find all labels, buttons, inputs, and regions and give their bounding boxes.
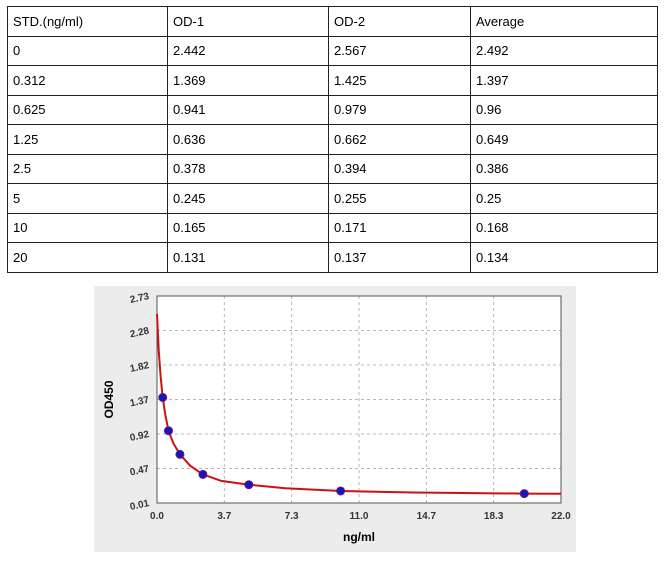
table-row: 5 0.245 0.255 0.25	[7, 183, 658, 214]
table-row: 0.625 0.941 0.979 0.96	[7, 94, 658, 125]
cell-average: 0.168	[470, 212, 658, 243]
cell-od-2: 1.425	[328, 65, 471, 96]
x-axis-label: ng/ml	[343, 530, 375, 544]
table-row: 0 2.442 2.567 2.492	[7, 35, 658, 66]
fitted-curve	[156, 314, 562, 495]
cell-od-2: 0.171	[328, 212, 471, 243]
cell-std-conc: 0	[7, 35, 168, 66]
table-row: 0.312 1.369 1.425 1.397	[7, 65, 658, 96]
cell-std-conc: 5	[7, 183, 168, 214]
y-tick-label: 2.73	[129, 291, 151, 306]
cell-od-1: 0.941	[167, 94, 329, 125]
table-row: 2.5 0.378 0.394 0.386	[7, 153, 658, 184]
cell-od-1: 1.369	[167, 65, 329, 96]
standard-curve-table: STD.(ng/ml) OD-1 OD-2 Average 0 2.442 2.567 2.4…	[7, 6, 658, 273]
data-point	[519, 489, 529, 499]
data-point	[158, 392, 168, 402]
cell-od-1: 0.378	[167, 153, 329, 184]
cell-std-conc: 20	[7, 242, 168, 273]
header-std-conc: STD.(ng/ml)	[7, 6, 168, 37]
chart-panel: 0.0 3.7 7.3 11.0 14.7 18.3 22.0 0.01 0.47 0.92 1.3…	[94, 286, 576, 552]
header-average: Average	[470, 6, 658, 37]
x-tick-label: 0.0	[150, 511, 164, 522]
table-row: 1.25 0.636 0.662 0.649	[7, 124, 658, 155]
y-axis-label: OD450	[102, 380, 116, 418]
x-tick-label: 7.3	[285, 511, 299, 522]
x-tick-label: 18.3	[484, 511, 504, 522]
x-tick-label: 14.7	[417, 511, 437, 522]
cell-average: 0.25	[470, 183, 658, 214]
y-tick-label: 1.37	[129, 395, 151, 410]
cell-std-conc: 2.5	[7, 153, 168, 184]
cell-average: 0.649	[470, 124, 658, 155]
data-point	[163, 426, 173, 436]
y-tick-label: 0.92	[129, 429, 151, 444]
cell-average: 0.96	[470, 94, 658, 125]
y-tick-label: 2.28	[129, 326, 151, 341]
y-tick-label: 0.47	[129, 464, 151, 479]
table-row: 10 0.165 0.171 0.168	[7, 212, 658, 243]
cell-od-2: 0.979	[328, 94, 471, 125]
cell-od-1: 0.165	[167, 212, 329, 243]
cell-od-2: 0.662	[328, 124, 471, 155]
cell-od-2: 0.394	[328, 153, 471, 184]
data-point	[244, 480, 254, 490]
cell-od-1: 0.131	[167, 242, 329, 273]
cell-average: 0.134	[470, 242, 658, 273]
standard-curve-chart: 0.0 3.7 7.3 11.0 14.7 18.3 22.0 0.01 0.47 0.92 1.3…	[102, 291, 571, 544]
cell-std-conc: 0.625	[7, 94, 168, 125]
table-header-row: STD.(ng/ml) OD-1 OD-2 Average	[7, 6, 658, 37]
cell-average: 1.397	[470, 65, 658, 96]
header-od-1: OD-1	[167, 6, 329, 37]
data-point	[336, 486, 346, 496]
x-tick-label: 11.0	[350, 511, 369, 522]
x-tick-label: 3.7	[217, 511, 231, 522]
data-point	[198, 469, 208, 479]
cell-od-2: 2.567	[328, 35, 471, 66]
cell-od-2: 0.137	[328, 242, 471, 273]
cell-od-1: 2.442	[167, 35, 329, 66]
x-tick-label: 22.0	[551, 511, 571, 522]
cell-od-1: 0.636	[167, 124, 329, 155]
data-point	[175, 449, 185, 459]
cell-std-conc: 0.312	[7, 65, 168, 96]
cell-average: 2.492	[470, 35, 658, 66]
cell-od-1: 0.245	[167, 183, 329, 214]
y-tick-label: 1.82	[129, 360, 151, 375]
plot-border	[156, 295, 562, 504]
header-od-2: OD-2	[328, 6, 471, 37]
cell-std-conc: 1.25	[7, 124, 168, 155]
y-tick-label: 0.01	[129, 498, 151, 513]
table-row: 20 0.131 0.137 0.134	[7, 242, 658, 273]
cell-od-2: 0.255	[328, 183, 471, 214]
cell-average: 0.386	[470, 153, 658, 184]
cell-std-conc: 10	[7, 212, 168, 243]
